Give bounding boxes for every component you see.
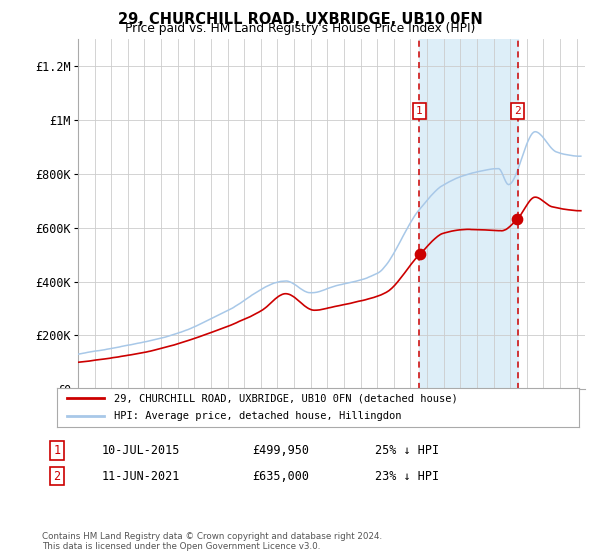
Bar: [419, 39, 518, 389]
Text: 10-JUL-2015: 10-JUL-2015: [102, 444, 181, 457]
Text: 25% ↓ HPI: 25% ↓ HPI: [375, 444, 439, 457]
Text: 29, CHURCHILL ROAD, UXBRIDGE, UB10 0FN (detached house): 29, CHURCHILL ROAD, UXBRIDGE, UB10 0FN (…: [115, 393, 458, 403]
Text: HPI: Average price, detached house, Hillingdon: HPI: Average price, detached house, Hill…: [115, 411, 402, 421]
Text: 29, CHURCHILL ROAD, UXBRIDGE, UB10 0FN: 29, CHURCHILL ROAD, UXBRIDGE, UB10 0FN: [118, 12, 482, 27]
Text: 1: 1: [416, 106, 422, 116]
Text: This data is licensed under the Open Government Licence v3.0.: This data is licensed under the Open Gov…: [42, 542, 320, 551]
Text: 23% ↓ HPI: 23% ↓ HPI: [375, 469, 439, 483]
Text: 11-JUN-2021: 11-JUN-2021: [102, 469, 181, 483]
Text: 2: 2: [53, 469, 61, 483]
Text: Price paid vs. HM Land Registry's House Price Index (HPI): Price paid vs. HM Land Registry's House …: [125, 22, 475, 35]
Text: £499,950: £499,950: [252, 444, 309, 457]
Text: Contains HM Land Registry data © Crown copyright and database right 2024.: Contains HM Land Registry data © Crown c…: [42, 532, 382, 541]
Point: [512, 214, 522, 223]
Text: 2: 2: [514, 106, 521, 116]
Text: £635,000: £635,000: [252, 469, 309, 483]
Text: 1: 1: [53, 444, 61, 457]
Point: [415, 250, 425, 259]
